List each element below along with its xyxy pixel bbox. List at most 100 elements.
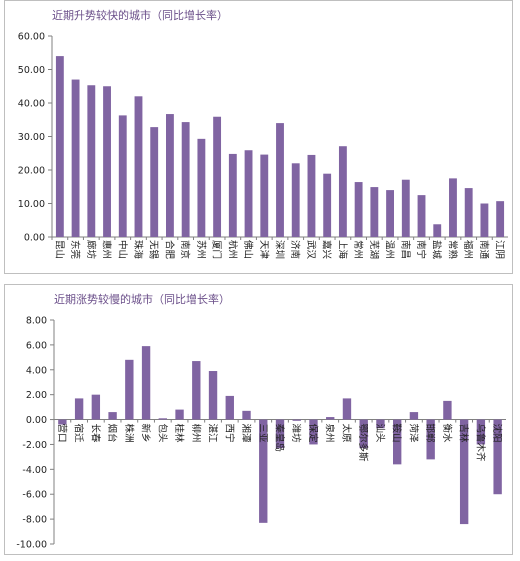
y-tick-label: 30.00 <box>18 132 45 143</box>
x-tick-label: 营口 <box>56 424 68 443</box>
bar <box>55 56 64 237</box>
chart-title-slowing: 近期涨势较慢的城市（同比增长率） <box>54 293 230 306</box>
x-tick-label: 南宁 <box>415 240 427 259</box>
bar <box>260 154 269 237</box>
x-tick-label: 西宁 <box>223 424 235 443</box>
chart-panel-slowing: 近期涨势较慢的城市（同比增长率） -10.00 -8.00 -6.00 -4.00 -2… <box>4 284 514 556</box>
x-tick-label: 保定 <box>307 424 319 444</box>
bar <box>208 371 218 420</box>
x-tick-label: 湛江 <box>207 424 218 444</box>
bar <box>108 412 117 420</box>
x-tick-label: 宿迁 <box>73 424 85 444</box>
bar <box>480 203 489 237</box>
y-tick-label: 10.00 <box>18 199 45 210</box>
x-tick-label: 沈阳 <box>491 424 503 443</box>
bar <box>370 187 379 237</box>
x-tick-label: 乌鲁木齐 <box>474 424 486 463</box>
x-tick-label: 菏泽 <box>407 424 418 444</box>
bar <box>376 419 385 429</box>
y-tick-label: 0.00 <box>26 415 47 426</box>
y-tick-label: 0.00 <box>24 233 45 244</box>
x-tick-label: 潍坊 <box>290 424 302 444</box>
x-tick-label: 长春 <box>89 424 101 444</box>
x-tick-label: 汕头 <box>374 424 386 443</box>
x-tick-label: 鞍山 <box>391 424 403 443</box>
bar <box>476 419 486 445</box>
y-tick-label: -8.00 <box>22 515 47 526</box>
bar <box>292 419 301 421</box>
bar <box>276 123 284 237</box>
x-tick-label: 深圳 <box>274 240 285 259</box>
bar <box>150 127 159 237</box>
bar <box>464 188 473 237</box>
bar <box>181 122 190 237</box>
x-tick-label: 常熟 <box>446 240 458 260</box>
bar <box>433 224 442 237</box>
bar <box>426 419 435 460</box>
bar <box>103 86 111 237</box>
bar <box>134 96 143 237</box>
bar <box>71 79 80 237</box>
bar <box>459 419 469 525</box>
x-tick-label: 吉林 <box>458 424 470 444</box>
bar <box>307 154 316 237</box>
chart-title-rising: 近期升势较快的城市（同比增长率） <box>52 9 228 22</box>
bar <box>354 182 363 237</box>
x-tick-label: 珠海 <box>132 240 144 260</box>
x-tick-label: 厦门 <box>211 240 223 259</box>
bar <box>417 195 426 237</box>
bar <box>493 419 502 495</box>
y-tick-label: -4.00 <box>22 465 47 476</box>
y-tick-label: 6.00 <box>26 340 47 351</box>
x-tick-label: 济南 <box>289 240 301 259</box>
bar <box>386 190 394 237</box>
x-tick-label: 秦皇岛 <box>274 424 286 453</box>
bar <box>197 138 206 237</box>
bar-chart-slowing: -10.00 -8.00 -6.00 -4.00 -2.00 0.00 2.00 4.00 6.… <box>4 284 513 555</box>
bar <box>259 419 268 523</box>
bar <box>225 395 234 420</box>
bar <box>291 163 300 237</box>
x-tick-label: 昆山 <box>53 240 64 259</box>
x-tick-label: 无锡 <box>148 240 160 259</box>
bar <box>326 417 335 420</box>
bar <box>496 201 505 237</box>
bar <box>359 419 368 449</box>
bar <box>118 115 127 237</box>
x-tick-label: 东莞 <box>69 240 81 260</box>
bar <box>58 419 67 425</box>
bar <box>342 398 352 420</box>
x-tick-label: 嘉兴 <box>321 240 333 259</box>
y-tick-label: 40.00 <box>18 99 45 110</box>
bar <box>192 361 201 420</box>
x-tick-label: 福州 <box>462 240 474 259</box>
y-tick-label: -2.00 <box>22 440 47 451</box>
x-tick-label: 包头 <box>156 424 168 443</box>
x-tick-label: 武汉 <box>305 240 317 260</box>
x-tick-label: 杭州 <box>226 240 238 259</box>
x-tick-label: 南昌 <box>399 240 411 259</box>
x-tick-label: 鄂尔多斯 <box>357 424 369 463</box>
bar <box>74 398 84 420</box>
x-tick-label: 湘潭 <box>240 424 252 444</box>
x-tick-label: 廊坊 <box>85 240 97 260</box>
bar <box>125 359 134 420</box>
bar <box>175 409 184 420</box>
y-tick-label: 4.00 <box>26 365 47 376</box>
x-tick-label: 天津 <box>258 240 269 260</box>
bar <box>409 412 419 420</box>
x-tick-label: 邯郸 <box>424 424 436 444</box>
x-tick-label: 江阴 <box>494 240 505 259</box>
x-tick-label: 上海 <box>336 240 348 260</box>
x-tick-label: 惠州 <box>101 240 113 259</box>
x-tick-label: 常州 <box>352 240 364 259</box>
x-tick-label: 芜湖 <box>368 240 380 259</box>
y-tick-label: 50.00 <box>18 65 45 76</box>
y-tick-label: -6.00 <box>22 490 47 501</box>
x-tick-label: 烟台 <box>106 424 118 443</box>
x-tick-label: 苏州 <box>195 240 207 259</box>
bar <box>87 85 96 238</box>
x-tick-label: 桂林 <box>173 424 185 444</box>
bar <box>166 114 174 237</box>
x-tick-label: 衡水 <box>441 424 453 444</box>
